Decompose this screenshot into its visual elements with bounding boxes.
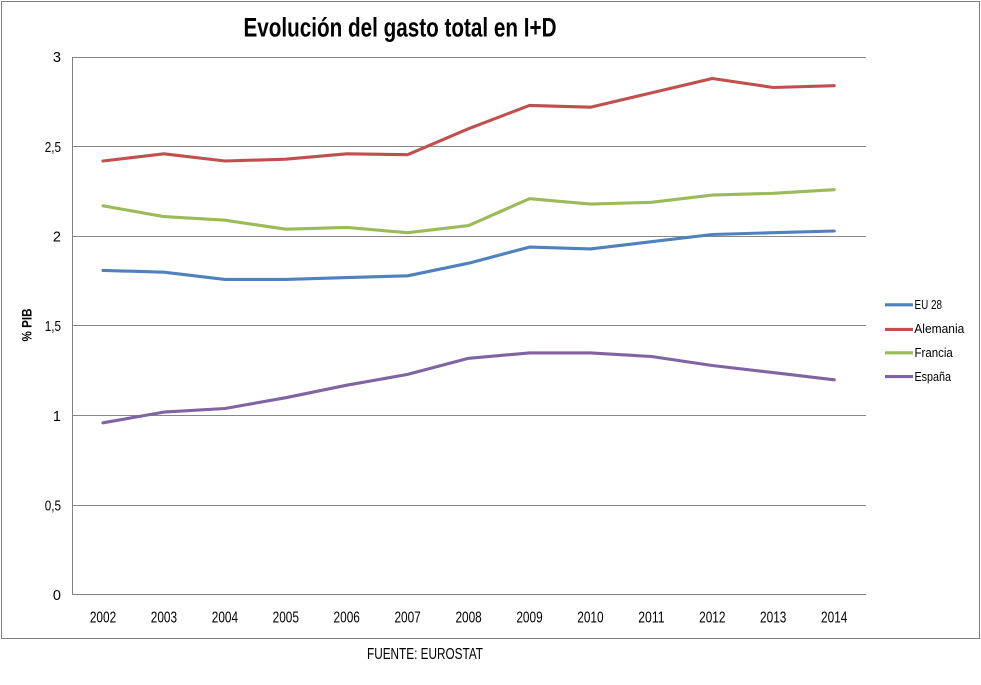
svg-text:España: España <box>915 369 952 384</box>
svg-text:2009: 2009 <box>516 610 542 627</box>
svg-text:Francia: Francia <box>915 345 954 360</box>
svg-text:EU 28: EU 28 <box>915 297 943 312</box>
svg-text:1: 1 <box>53 409 61 425</box>
svg-text:2007: 2007 <box>394 610 420 627</box>
svg-text:Alemania: Alemania <box>914 321 965 336</box>
svg-text:2006: 2006 <box>334 610 360 627</box>
svg-text:2004: 2004 <box>212 610 239 627</box>
svg-text:2008: 2008 <box>455 610 481 627</box>
svg-text:2011: 2011 <box>638 610 664 627</box>
svg-text:FUENTE: EUROSTAT: FUENTE: EUROSTAT <box>367 646 483 663</box>
svg-text:3: 3 <box>53 50 61 66</box>
svg-text:2005: 2005 <box>273 610 299 627</box>
svg-text:2003: 2003 <box>151 610 177 627</box>
svg-text:2,5: 2,5 <box>45 140 61 156</box>
svg-text:1,5: 1,5 <box>45 319 61 335</box>
svg-text:2014: 2014 <box>821 610 848 627</box>
svg-text:2012: 2012 <box>699 610 725 627</box>
svg-text:2: 2 <box>53 230 61 246</box>
svg-text:0: 0 <box>53 588 61 604</box>
svg-text:% PIB: % PIB <box>20 308 35 341</box>
svg-text:2010: 2010 <box>577 610 604 627</box>
svg-text:2013: 2013 <box>760 610 786 627</box>
svg-text:2002: 2002 <box>90 610 116 627</box>
svg-text:0,5: 0,5 <box>45 499 61 515</box>
svg-text:Evolución del gasto total en I: Evolución del gasto total en I+D <box>244 13 557 43</box>
